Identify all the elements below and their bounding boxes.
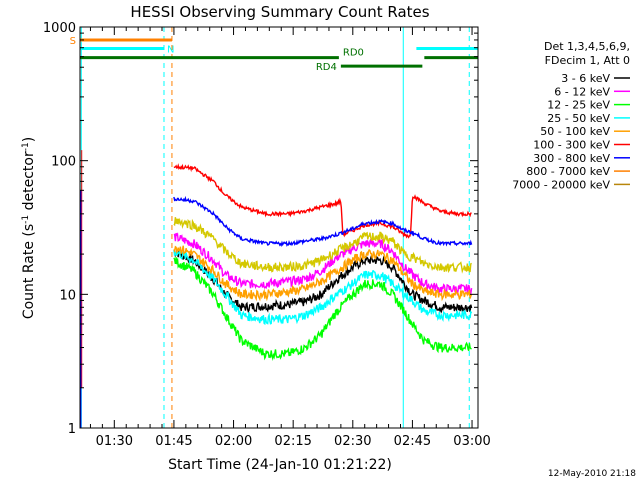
legend-label-300-800-kev: 300 - 800 keV (533, 152, 610, 165)
legend-label-6-12-kev: 6 - 12 keV (554, 85, 610, 98)
status-label-rd4: RD4 (316, 62, 337, 73)
legend-label-12-25-kev: 12 - 25 keV (547, 99, 610, 112)
x-axis-label: Start Time (24-Jan-10 01:21:22) (168, 457, 392, 473)
x-tick-label-6: 03:00 (453, 434, 490, 449)
series-line-6-12-kev (173, 232, 473, 297)
x-tick-label-2: 02:00 (215, 434, 252, 449)
status-label-rd0: RD0 (343, 48, 364, 59)
y-axis-label-sup1: -1 (21, 215, 31, 224)
y-axis-label: Count Rate (s-1 detector-1) (21, 137, 37, 319)
y-axis-label-sup2: -1 (21, 142, 31, 151)
chart-title: HESSI Observing Summary Count Rates (130, 3, 429, 21)
y-tick-label-2: 100 (51, 155, 76, 170)
x-tick-label-4: 02:30 (334, 434, 371, 449)
series-line-100-300-kev (173, 163, 472, 239)
legend-label-50-100-kev: 50 - 100 keV (540, 125, 610, 138)
status-label-s: S (70, 36, 76, 47)
series-line-3-6-kev (173, 249, 473, 314)
legend-label-800-7000-kev: 800 - 7000 keV (526, 165, 610, 178)
legend-label-3-6-kev: 3 - 6 keV (561, 72, 610, 85)
y-axis-label-end: ) (21, 137, 37, 142)
footer-timestamp: 12-May-2010 21:18 (548, 469, 636, 479)
series-line-50-100-kev (173, 245, 473, 302)
x-tick-label-5: 02:45 (394, 434, 431, 449)
series-line-300-800-kev (173, 195, 473, 247)
y-tick-label-1: 10 (59, 288, 76, 303)
axes-frame (79, 26, 479, 429)
x-tick-label-0: 01:30 (96, 434, 133, 449)
legend-label-7000-20000-kev: 7000 - 20000 keV (512, 178, 610, 191)
y-axis-label-mid: detector (21, 151, 37, 215)
legend: Det 1,3,4,5,6,9, FDecim 1, Att 0 3 - 6 k… (512, 40, 630, 191)
series-line-25-50-kev (173, 250, 473, 326)
x-tick-label-3: 02:15 (274, 434, 311, 449)
legend-label-100-300-kev: 100 - 300 keV (533, 139, 610, 152)
series-line-12-25-kev (173, 257, 472, 362)
plot-area: S N RD0 RD4 1 10 100 1000 01:30 01:45 02:00 02:15 02… (43, 21, 491, 449)
y-tick-label-0: 1 (68, 422, 76, 437)
series-line-extra (173, 217, 473, 274)
y-axis-label-main: Count Rate (s (21, 224, 37, 319)
legend-header-line-2: FDecim 1, Att 0 (545, 54, 630, 67)
status-label-n: N (167, 45, 174, 56)
y-tick-label-3: 1000 (43, 21, 76, 36)
legend-label-25-50-kev: 25 - 50 keV (547, 112, 610, 125)
legend-header-line-1: Det 1,3,4,5,6,9, (544, 40, 630, 53)
x-tick-label-1: 01:45 (155, 434, 192, 449)
